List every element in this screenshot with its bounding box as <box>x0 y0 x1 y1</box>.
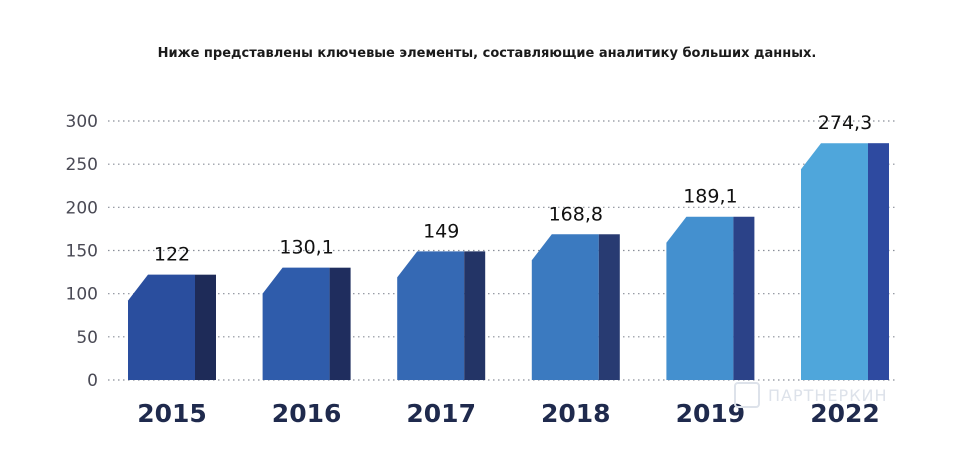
bar-side <box>464 251 486 380</box>
y-tick-label: 0 <box>87 371 98 391</box>
bars <box>128 143 889 380</box>
watermark: ПАРТНЕРКИН <box>734 382 888 408</box>
y-tick-label: 200 <box>66 198 98 218</box>
watermark-logo-icon <box>734 382 760 408</box>
bar <box>128 274 216 380</box>
bar <box>397 251 486 380</box>
x-tick-label: 2018 <box>541 399 611 428</box>
data-label: 189,1 <box>683 186 737 208</box>
data-label: 274,3 <box>818 112 872 134</box>
x-tick-label: 2019 <box>676 399 746 428</box>
data-label: 130,1 <box>279 237 333 259</box>
x-tick-label: 2016 <box>272 399 342 428</box>
bar <box>531 234 620 380</box>
bar-front <box>128 274 195 380</box>
x-tick-label: 2015 <box>137 399 207 428</box>
y-axis: 0 50 100 150 200 250 300 <box>66 112 98 391</box>
grid-lines <box>108 120 895 381</box>
y-tick-label: 50 <box>76 328 98 348</box>
bar <box>666 216 755 380</box>
bar-front <box>666 216 734 380</box>
y-tick-label: 300 <box>66 112 98 132</box>
x-tick-label: 2022 <box>810 399 880 428</box>
data-label: 122 <box>154 244 190 266</box>
data-label: 168,8 <box>549 203 603 225</box>
y-tick-label: 100 <box>66 285 98 305</box>
watermark-text: ПАРТНЕРКИН <box>768 386 888 405</box>
data-label: 149 <box>423 220 459 242</box>
bar <box>262 267 351 380</box>
y-tick-label: 150 <box>66 242 98 262</box>
bar-side <box>329 267 351 380</box>
x-tick-label: 2017 <box>406 399 476 428</box>
bar-side <box>733 216 755 380</box>
chart-subtitle: Ниже представлены ключевые элементы, сос… <box>157 46 817 61</box>
bar-front <box>801 143 868 380</box>
bar-side <box>195 274 216 380</box>
y-tick-label: 250 <box>66 155 98 175</box>
x-axis: 2015 2016 2017 2018 2019 2022 <box>137 399 880 428</box>
data-labels: 122 130,1 149 168,8 189,1 274,3 <box>154 112 872 265</box>
bar-front <box>531 234 599 380</box>
bar-side <box>868 143 889 380</box>
bar-front <box>397 251 465 380</box>
bar-front <box>262 267 330 380</box>
bar <box>801 143 889 380</box>
bar-side <box>598 234 620 380</box>
